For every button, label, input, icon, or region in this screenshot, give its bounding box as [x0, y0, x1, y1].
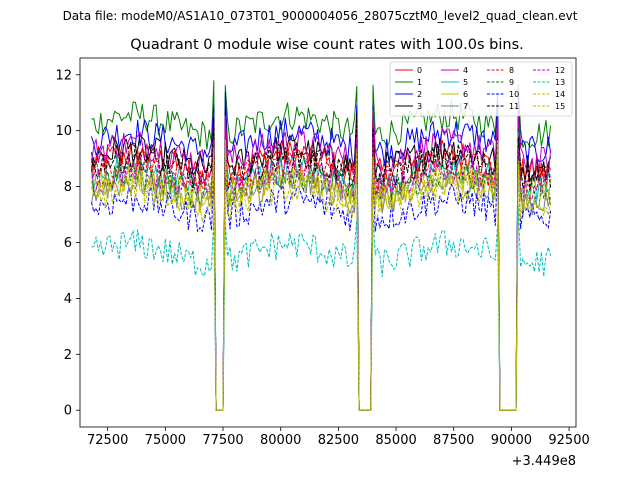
- x-tick-label: 77500: [202, 433, 243, 448]
- chart-title: Quadrant 0 module wise count rates with …: [130, 37, 524, 53]
- legend-label: 11: [509, 102, 519, 111]
- x-tick-label: 72500: [87, 433, 128, 448]
- x-offset-label: +3.449e8: [512, 454, 576, 469]
- y-tick-label: 0: [64, 404, 72, 419]
- x-tick-label: 82500: [318, 433, 359, 448]
- legend-label: 8: [509, 66, 514, 75]
- x-tick-label: 87500: [433, 433, 474, 448]
- legend-label: 10: [509, 90, 519, 99]
- legend-label: 13: [555, 78, 565, 87]
- x-tick-label: 92500: [548, 433, 589, 448]
- legend-label: 0: [417, 66, 422, 75]
- y-tick-label: 12: [55, 68, 72, 83]
- chart-suptitle: Data file: modeM0/AS1A10_073T01_90000040…: [63, 9, 578, 23]
- legend-label: 9: [509, 78, 514, 87]
- legend-label: 6: [463, 90, 468, 99]
- series-line-9: [91, 135, 552, 411]
- y-tick-label: 10: [55, 124, 72, 139]
- x-tick-label: 75000: [145, 433, 186, 448]
- series-line-11: [91, 116, 552, 411]
- series-line-1: [91, 80, 552, 411]
- axes: 72500 75000 77500 80000 82500 85000 87500 90000…: [55, 57, 590, 469]
- series-line-13: [91, 204, 552, 411]
- series-line-15: [91, 139, 551, 411]
- legend-label: 15: [555, 102, 565, 111]
- legend-label: 14: [555, 90, 565, 99]
- series-line-14: [91, 147, 552, 411]
- legend-label: 3: [417, 102, 422, 111]
- plot-lines: [91, 80, 552, 411]
- x-tick-label: 85000: [375, 433, 416, 448]
- legend-label: 2: [417, 90, 422, 99]
- y-tick-label: 6: [64, 236, 72, 251]
- legend-label: 7: [463, 102, 468, 111]
- series-line-5: [91, 129, 551, 411]
- y-tick-label: 4: [64, 292, 72, 307]
- legend-label: 4: [463, 66, 468, 75]
- x-tick-label: 80000: [260, 433, 301, 448]
- y-tick-label: 8: [64, 180, 72, 195]
- x-tick-label: 90000: [491, 433, 532, 448]
- series-line-4: [91, 109, 552, 411]
- series-line-2: [91, 91, 552, 411]
- legend-label: 5: [463, 78, 468, 87]
- legend-label: 12: [555, 66, 565, 75]
- legend-label: 1: [417, 78, 422, 87]
- y-tick-label: 2: [64, 348, 72, 363]
- legend-box: [389, 61, 573, 117]
- series-line-10: [91, 161, 552, 411]
